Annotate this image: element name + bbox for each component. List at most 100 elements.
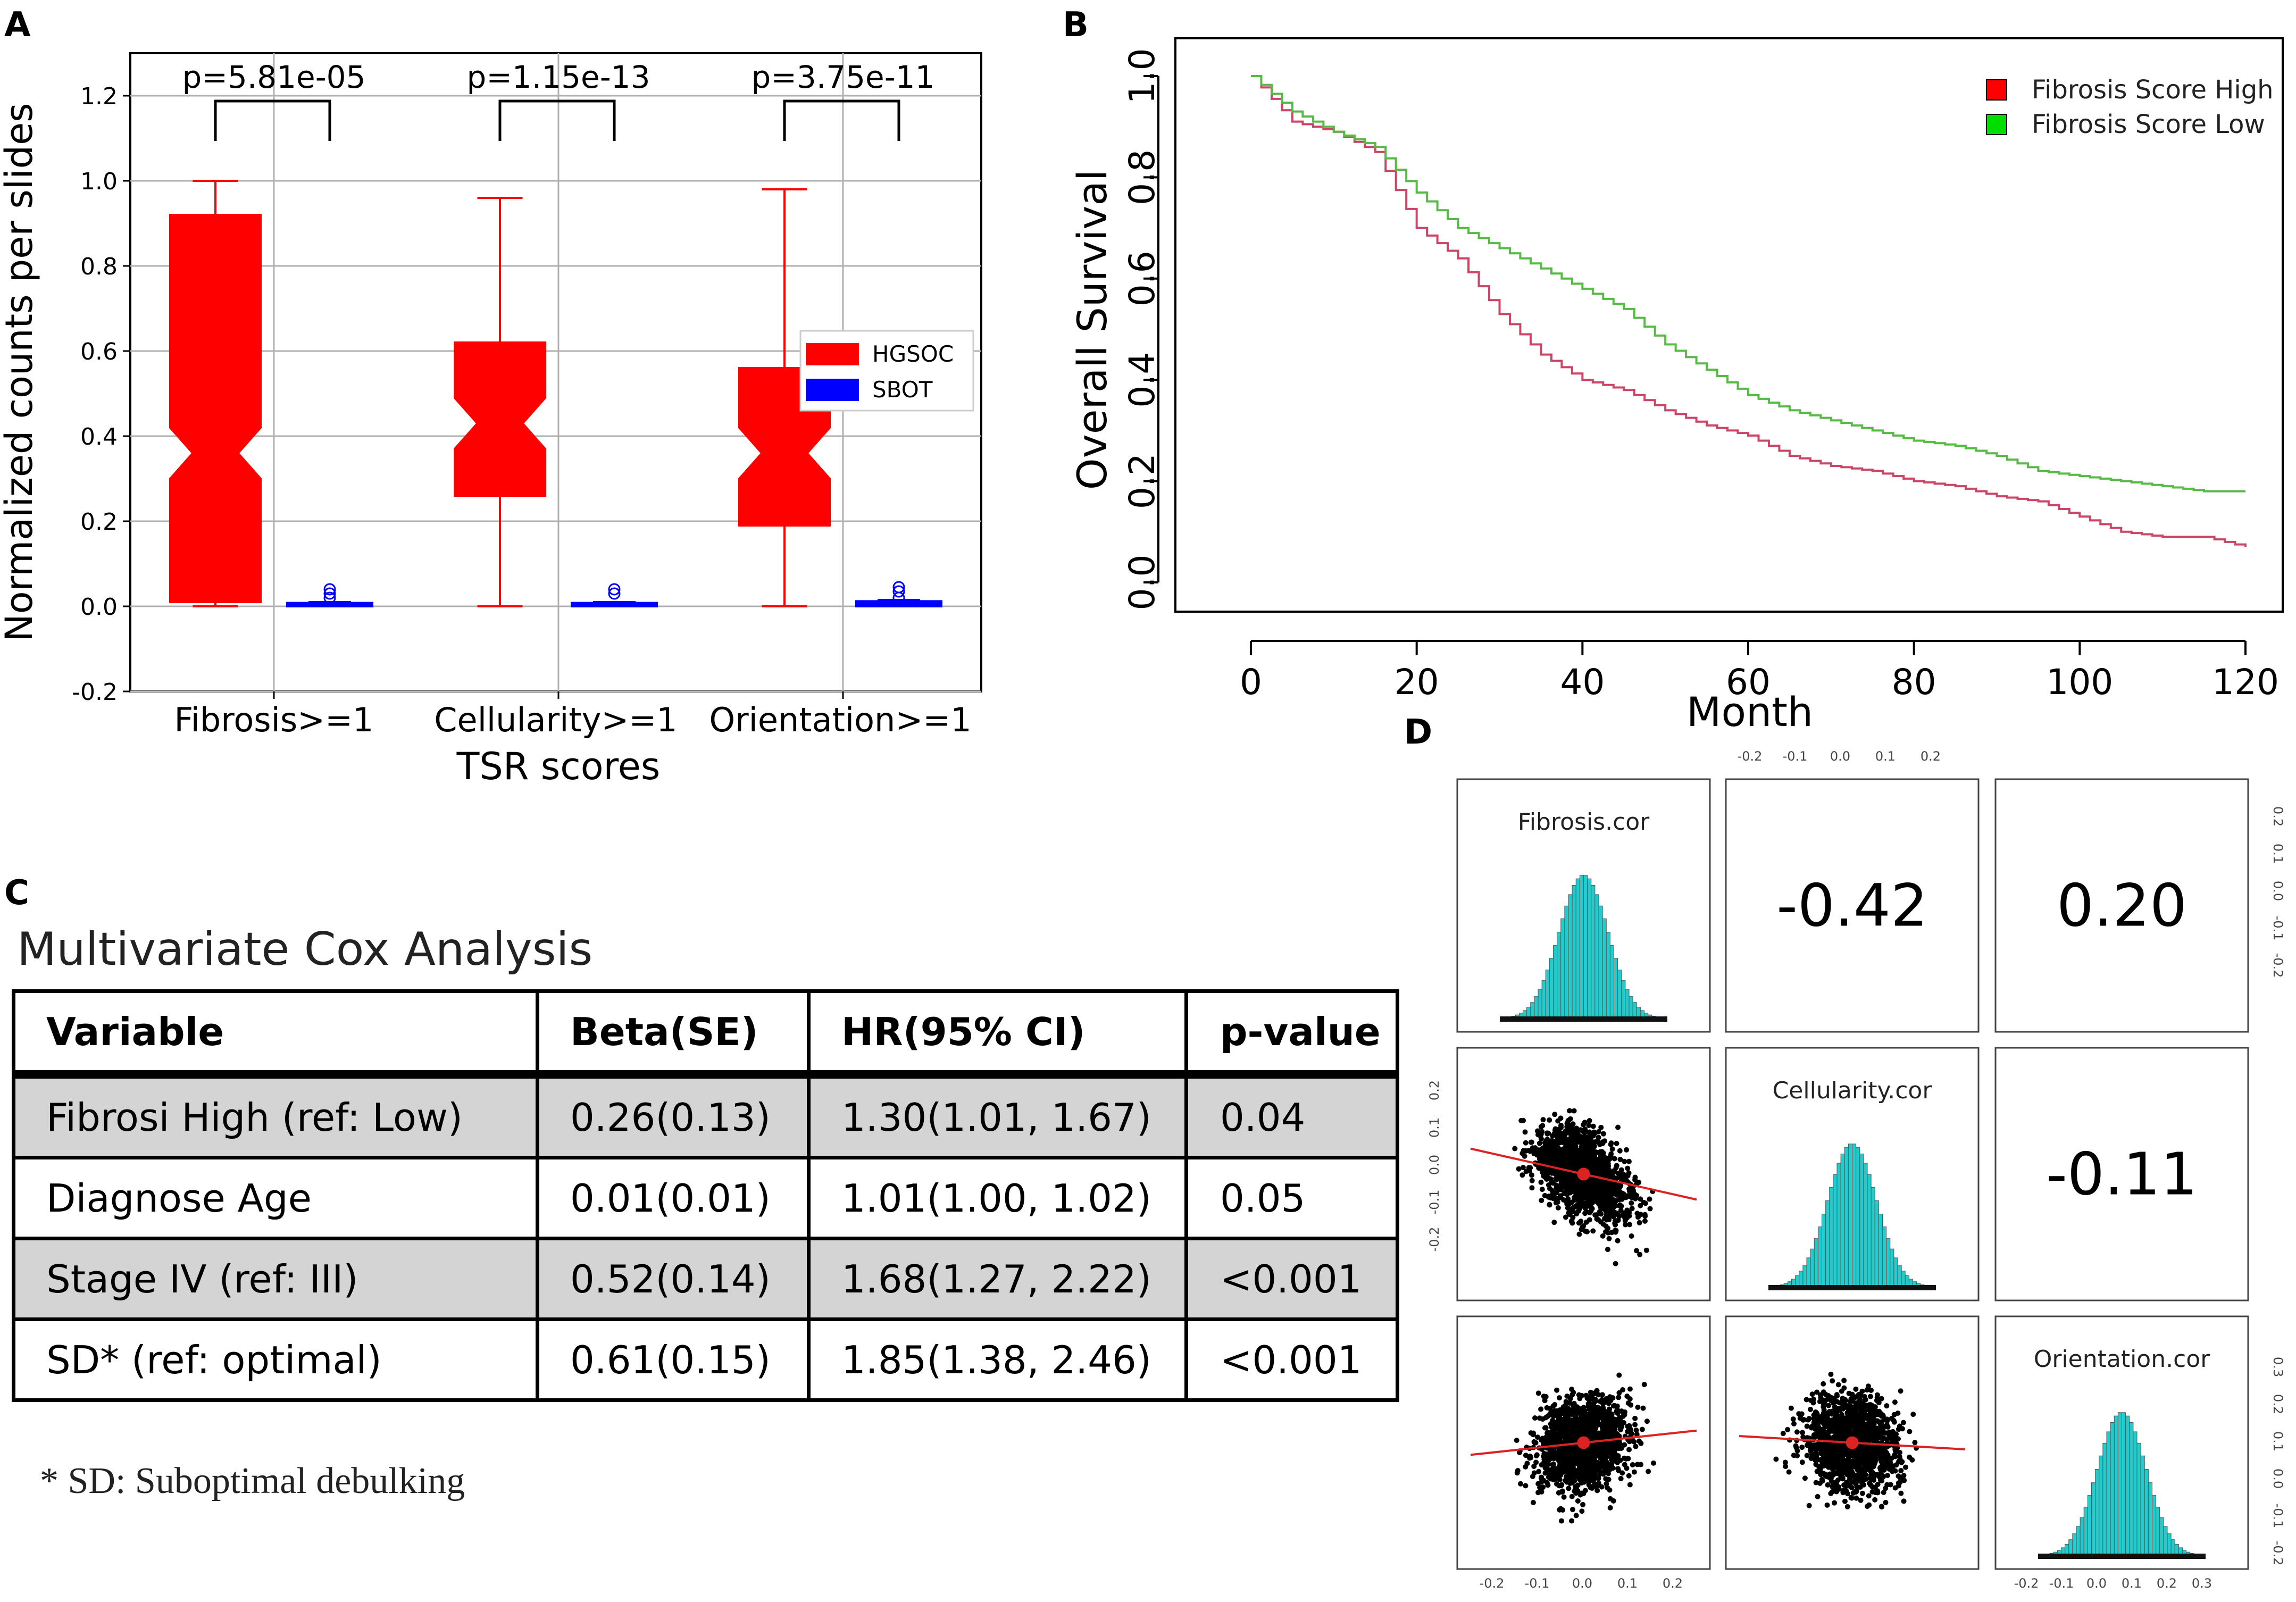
scatter-point bbox=[1841, 1385, 1847, 1391]
correlation-value: 0.20 bbox=[2057, 872, 2187, 940]
scatter-point bbox=[1848, 1403, 1854, 1409]
right-tick-label: 0.3 bbox=[2270, 1357, 2285, 1377]
scatter-point bbox=[1564, 1433, 1569, 1439]
x-tick-label: 80 bbox=[1892, 662, 1936, 703]
histogram-bar bbox=[1814, 1238, 1818, 1288]
y-tick-label: 1.2 bbox=[80, 83, 118, 110]
scatter-point bbox=[1632, 1196, 1638, 1202]
scatter-point bbox=[1881, 1424, 1887, 1430]
scatter-point bbox=[1830, 1411, 1836, 1417]
scatter-point bbox=[1862, 1415, 1868, 1421]
histogram-bar bbox=[1882, 1226, 1887, 1288]
scatter-point bbox=[1884, 1418, 1890, 1424]
scatter-point bbox=[1620, 1212, 1626, 1218]
scatter-point bbox=[1884, 1403, 1890, 1409]
scatter-point bbox=[1826, 1464, 1832, 1470]
scatter-point bbox=[1804, 1423, 1810, 1429]
cell-variable: Stage IV (ref: III) bbox=[12, 1237, 539, 1321]
scatter-point bbox=[1573, 1182, 1579, 1188]
scatter-point bbox=[1597, 1452, 1602, 1458]
histogram-bar bbox=[1549, 958, 1554, 1019]
scatter-point bbox=[1520, 1165, 1526, 1171]
scatter-point bbox=[1871, 1464, 1876, 1470]
scatter-point bbox=[1819, 1478, 1825, 1484]
histogram-bar bbox=[1606, 931, 1610, 1019]
scatter-point bbox=[1643, 1247, 1649, 1253]
scatter-point bbox=[1576, 1154, 1582, 1160]
left-tick-label: -0.1 bbox=[1427, 1190, 1442, 1215]
scatter-point bbox=[1573, 1490, 1579, 1496]
scatter-point bbox=[1612, 1156, 1617, 1162]
cell-variable: SD* (ref: optimal) bbox=[12, 1317, 539, 1402]
scatter-point bbox=[1816, 1433, 1822, 1439]
scatter-point bbox=[1841, 1378, 1847, 1383]
scatter-point bbox=[1516, 1166, 1522, 1172]
scatter-point bbox=[1897, 1423, 1902, 1429]
scatter-point bbox=[1620, 1387, 1626, 1393]
scatter-point bbox=[1901, 1473, 1907, 1479]
scatter-point bbox=[1874, 1418, 1880, 1424]
legend-label-high: Fibrosis Score High bbox=[2032, 75, 2274, 105]
scatter-point bbox=[1841, 1416, 1847, 1422]
scatter-point bbox=[1594, 1415, 1600, 1421]
scatter-point bbox=[1616, 1390, 1622, 1396]
scatter-point bbox=[1628, 1402, 1634, 1408]
scatter-point bbox=[1599, 1397, 1605, 1403]
scatter-point bbox=[1809, 1391, 1815, 1397]
histogram-bar bbox=[1568, 894, 1573, 1019]
pvalue-brackets: p=5.81e-05 p=1.15e-13 p=3.75e-11 bbox=[182, 59, 934, 141]
right-tick-label: 0.1 bbox=[2270, 1431, 2285, 1451]
scatter-point bbox=[1827, 1429, 1833, 1435]
histogram-bar bbox=[1817, 1226, 1822, 1288]
scatter-point bbox=[1581, 1141, 1587, 1147]
bottom-tick-label: 0.2 bbox=[2157, 1576, 2177, 1591]
scatter-point bbox=[1555, 1413, 1560, 1419]
scatter-point bbox=[1863, 1476, 1869, 1482]
scatter-point bbox=[1598, 1422, 1604, 1428]
scatter-point bbox=[1780, 1431, 1786, 1437]
scatter-point bbox=[1552, 1112, 1558, 1117]
scatter-point bbox=[1529, 1139, 1534, 1145]
scatter-point bbox=[1604, 1481, 1609, 1487]
scatter-point bbox=[1849, 1430, 1855, 1436]
scatter-point bbox=[1886, 1433, 1892, 1439]
scatter-point bbox=[1594, 1488, 1600, 1493]
correlation-ticks: -0.2 -0.1 0.0 0.1 0.2 -0.2 -0.1 0.0 0.1 0.2 -0.2 -0… bbox=[1427, 749, 2285, 1591]
scatter-point bbox=[1836, 1405, 1842, 1411]
scatter-point bbox=[1617, 1457, 1623, 1463]
scatter-point bbox=[1874, 1472, 1880, 1478]
box-body bbox=[454, 341, 546, 497]
scatter-point bbox=[1844, 1491, 1850, 1497]
scatter-point bbox=[1514, 1438, 1519, 1444]
scatter-point bbox=[1828, 1490, 1834, 1496]
scatter-point bbox=[1600, 1140, 1606, 1146]
variable-label: Fibrosis.cor bbox=[1518, 808, 1650, 836]
scatter-point bbox=[1600, 1401, 1606, 1407]
scatter-point bbox=[1856, 1448, 1862, 1454]
scatter-point bbox=[1607, 1406, 1613, 1412]
scatter-point bbox=[1861, 1469, 1867, 1475]
histogram-bar bbox=[1545, 970, 1550, 1019]
histogram-bar bbox=[2129, 1422, 2134, 1556]
scatter-point bbox=[1811, 1416, 1817, 1422]
scatter-point bbox=[1560, 1149, 1566, 1155]
scatter-point bbox=[1868, 1482, 1874, 1488]
scatter-point bbox=[1605, 1230, 1611, 1236]
scatter-point bbox=[1538, 1179, 1544, 1185]
scatter-point bbox=[1577, 1431, 1583, 1437]
scatter-point bbox=[1565, 1161, 1571, 1166]
scatter-point bbox=[1829, 1447, 1835, 1453]
boxplot-x-label: TSR scores bbox=[456, 745, 661, 788]
scatter-point bbox=[1836, 1426, 1842, 1432]
scatter-point bbox=[1826, 1410, 1832, 1416]
scatter-point bbox=[1591, 1482, 1597, 1488]
histogram-bar bbox=[2140, 1455, 2145, 1556]
scatter-point bbox=[1783, 1464, 1789, 1470]
scatter-point bbox=[1555, 1425, 1560, 1431]
scatter-point bbox=[1842, 1431, 1848, 1437]
scatter-point bbox=[1900, 1420, 1906, 1425]
scatter-point bbox=[1642, 1213, 1648, 1219]
scatter-point bbox=[1813, 1480, 1819, 1486]
scatter-point bbox=[1607, 1505, 1613, 1511]
scatter-point bbox=[1603, 1422, 1609, 1428]
